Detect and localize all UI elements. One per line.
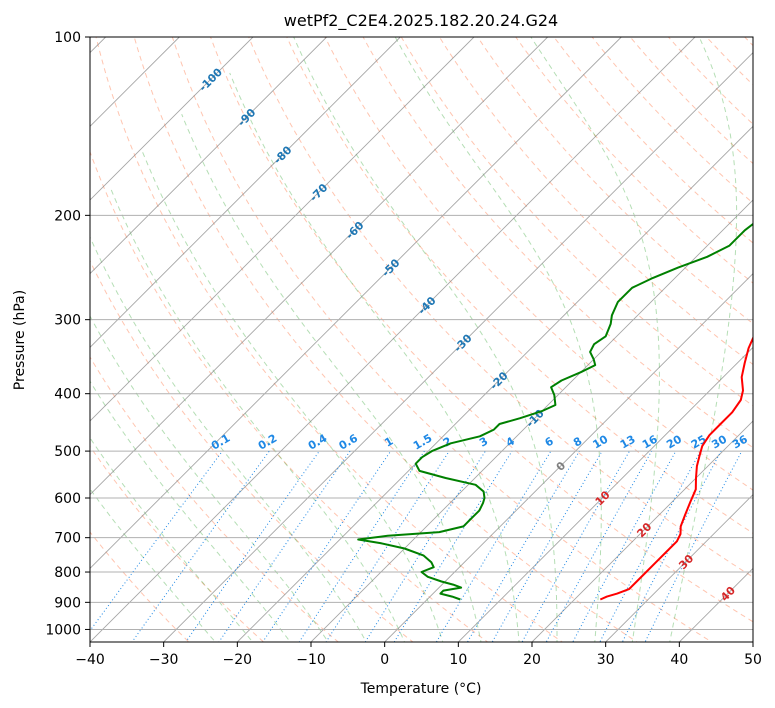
dry-adiabat: [438, 37, 753, 366]
isotherm-line: [458, 346, 753, 642]
moist-adiabat: [181, 114, 482, 642]
moist-adiabat: [90, 488, 216, 642]
dry-adiabat: [477, 37, 753, 325]
isotherm-line: [605, 494, 753, 642]
isotherm-line: [163, 52, 753, 642]
isotherm-line: [90, 37, 327, 275]
isotherm-line: [531, 420, 753, 642]
moist-adiabat: [90, 436, 254, 642]
chart-title: wetPf2_C2E4.2025.182.20.24.G24: [284, 11, 558, 31]
isotherm-line: [90, 37, 475, 422]
y-tick-label: 300: [54, 313, 81, 329]
x-tick-label: −20: [223, 652, 253, 668]
mixing-ratio-line: [599, 450, 701, 642]
profile-series: [357, 222, 753, 601]
x-tick-label: 50: [744, 652, 762, 668]
y-tick-label: 800: [54, 565, 81, 581]
isotherm-line: [237, 125, 753, 642]
y-axis-label: Pressure (hPa): [12, 290, 28, 390]
isotherm-line: [384, 273, 753, 642]
mixing-ratio-line: [298, 450, 425, 642]
moist-adiabat: [110, 188, 406, 642]
mixing-ratio-line: [521, 450, 630, 642]
isotherm-line: [310, 199, 753, 642]
mixing-ratio-line: [364, 450, 486, 642]
dry-adiabat: [248, 37, 753, 578]
y-tick-label: 400: [54, 387, 81, 403]
dry-adiabat: [90, 356, 340, 642]
moist-adiabat: [669, 37, 738, 642]
plot-frame: [89, 36, 754, 643]
dry-adiabat: [171, 37, 713, 642]
x-tick-label: 20: [523, 652, 541, 668]
mixing-ratio-line: [435, 450, 552, 642]
y-tick-label: 200: [54, 208, 81, 224]
moist-adiabat: [90, 380, 291, 642]
isotherm-line: [90, 37, 548, 496]
dry-adiabat: [95, 37, 564, 642]
y-tick-label: 100: [54, 30, 81, 46]
moist-adiabat: [229, 72, 520, 642]
dewpoint-line: [357, 222, 753, 601]
x-tick-label: −40: [75, 652, 105, 668]
x-axis-ticks: −40 −30 −20 −10 0 10 20 30 40 50: [75, 642, 762, 668]
dry-adiabat: [90, 445, 265, 642]
mixing-ratio-line: [262, 450, 392, 642]
y-tick-label: 500: [54, 444, 81, 460]
dry-adiabat: [133, 37, 638, 642]
x-tick-label: 30: [597, 652, 615, 668]
moist-adiabat: [90, 314, 329, 642]
dry-adiabat: [362, 37, 753, 449]
x-tick-label: 0: [380, 652, 389, 668]
background-lines: [90, 37, 753, 642]
plot-background: [90, 37, 753, 642]
x-tick-label: 40: [670, 652, 688, 668]
isotherm-line: [90, 37, 696, 642]
isotherm-line: [90, 37, 622, 569]
mixing-ratio-line: [393, 450, 513, 642]
x-axis-label: Temperature (°C): [360, 681, 482, 697]
isotherm-line: [90, 37, 254, 201]
mixing-ratio-line: [644, 450, 743, 642]
x-tick-label: −30: [149, 652, 179, 668]
dry-adiabat: [90, 259, 414, 642]
y-tick-label: 700: [54, 531, 81, 547]
mixing-ratio-line: [491, 450, 603, 642]
y-axis-ticks: 100 200 300 400 500 600 700 800 900 1000: [45, 30, 90, 638]
dry-adiabat: [209, 37, 753, 623]
isotherm-line: [90, 37, 401, 348]
dry-adiabat: [324, 37, 753, 491]
y-tick-label: 600: [54, 491, 81, 507]
temperature-line: [599, 335, 753, 601]
x-tick-label: −10: [296, 652, 326, 668]
y-tick-label: 900: [54, 595, 81, 611]
mixing-ratio-line: [90, 450, 223, 632]
x-tick-label: 10: [449, 652, 467, 668]
moist-adiabat: [90, 235, 367, 642]
mixing-ratio-line: [466, 450, 580, 642]
y-tick-label: 1000: [45, 622, 81, 638]
mixing-ratio-line: [621, 450, 722, 642]
